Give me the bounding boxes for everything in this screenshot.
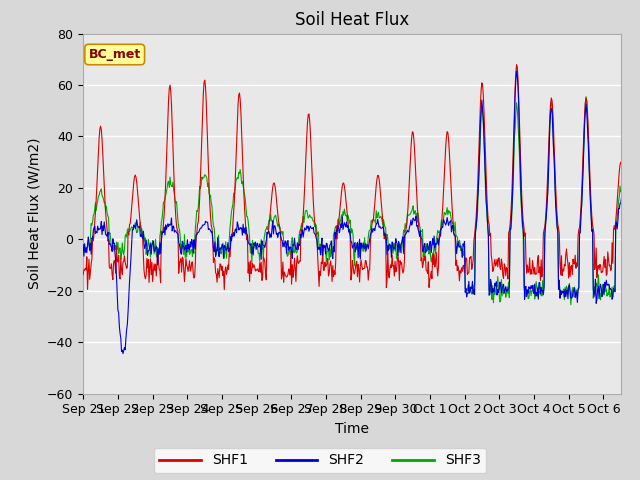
SHF2	[145, 248, 153, 253]
SHF3	[274, 223, 282, 229]
SHF1	[220, 287, 228, 292]
SHF1	[145, 257, 152, 263]
SHF3	[418, 228, 426, 234]
SHF1	[450, 228, 458, 234]
SHF3	[634, 241, 640, 247]
Line: SHF2: SHF2	[83, 71, 638, 354]
X-axis label: Time: Time	[335, 422, 369, 436]
SHF2	[247, 241, 255, 247]
SHF2	[275, 230, 282, 236]
Legend: SHF1, SHF2, SHF3: SHF1, SHF2, SHF3	[154, 448, 486, 473]
SHF2	[513, 68, 520, 74]
SHF1	[634, 240, 640, 246]
SHF1	[275, 219, 282, 225]
SHF2	[419, 249, 426, 254]
SHF2	[634, 241, 640, 247]
SHF2	[79, 241, 87, 247]
SHF3	[567, 302, 575, 308]
Y-axis label: Soil Heat Flux (W/m2): Soil Heat Flux (W/m2)	[28, 138, 42, 289]
Title: Soil Heat Flux: Soil Heat Flux	[295, 11, 409, 29]
SHF1	[247, 271, 255, 276]
SHF3	[145, 237, 152, 242]
SHF1	[79, 272, 87, 277]
SHF1	[296, 258, 303, 264]
SHF3	[79, 246, 87, 252]
SHF2	[119, 351, 127, 357]
SHF2	[450, 230, 458, 236]
Line: SHF3: SHF3	[83, 97, 638, 305]
SHF3	[246, 250, 254, 256]
SHF1	[419, 264, 426, 270]
SHF3	[449, 220, 457, 226]
SHF2	[296, 242, 303, 248]
Line: SHF1: SHF1	[83, 65, 638, 289]
Text: BC_met: BC_met	[88, 48, 141, 61]
SHF3	[582, 94, 590, 100]
SHF3	[295, 235, 303, 241]
SHF1	[513, 62, 520, 68]
